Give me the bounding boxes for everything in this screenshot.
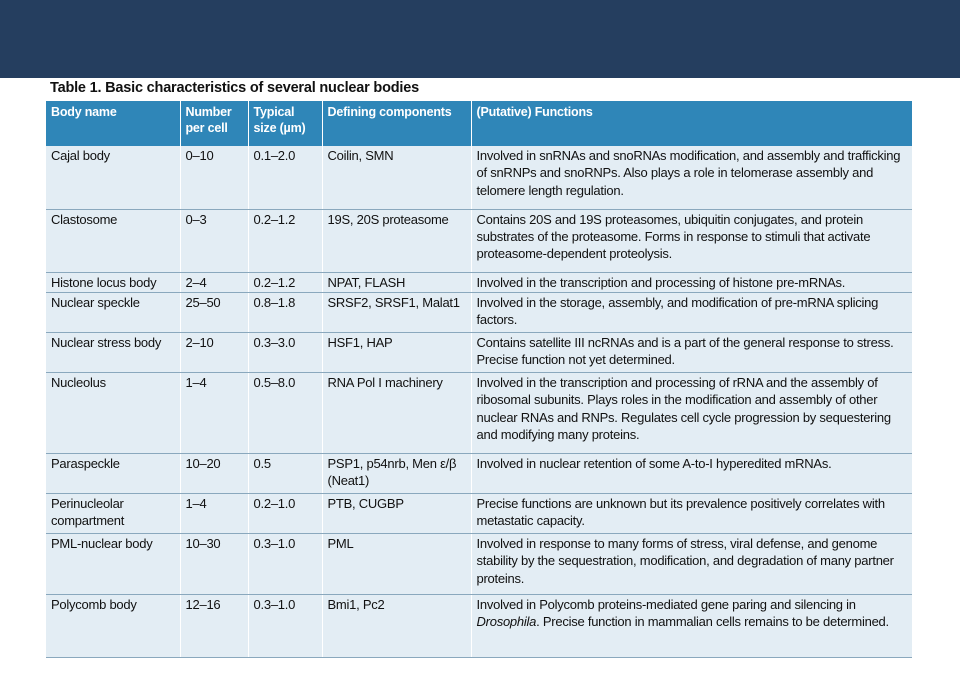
typical-size-cell: 0.2–1.2: [248, 272, 323, 293]
table-row: Polycomb body 12–16 0.3–1.0 Bmi1, Pc2 Involv…: [46, 594, 912, 658]
functions-cell: Involved in nuclear retention of some A-…: [471, 453, 912, 494]
typical-size-cell: 0.3–1.0: [248, 533, 323, 595]
table-row: Cajal body 0–10 0.1–2.0 Coilin, SMN Involved…: [46, 146, 912, 210]
table-row: Histone locus body 2–4 0.2–1.2 NPAT, FLASH I…: [46, 272, 912, 293]
typical-size-cell: 0.2–1.2: [248, 209, 323, 273]
defining-components-cell: PTB, CUGBP: [322, 493, 472, 534]
defining-components-cell: Coilin, SMN: [322, 146, 472, 210]
functions-cell: Contains satellite III ncRNAs and is a p…: [471, 332, 912, 373]
table-header-row: Body name Number per cell Typical size (…: [46, 101, 912, 146]
functions-cell: Contains 20S and 19S proteasomes, ubiqui…: [471, 209, 912, 273]
defining-components-cell: NPAT, FLASH: [322, 272, 472, 293]
table-body: Cajal body 0–10 0.1–2.0 Coilin, SMN Involved…: [46, 146, 912, 658]
header-number-per-cell: Number per cell: [180, 101, 249, 146]
functions-text: Contains satellite III ncRNAs and is a p…: [476, 334, 894, 368]
defining-components-cell: RNA Pol I machinery: [322, 372, 472, 454]
number-per-cell-cell: 1–4: [180, 372, 249, 454]
functions-cell: Involved in the transcription and proces…: [471, 372, 912, 454]
functions-text: Involved in nuclear retention of some A-…: [476, 455, 832, 471]
body-name-cell: Perinucleolar compartment: [46, 493, 181, 534]
defining-components-cell: Bmi1, Pc2: [322, 594, 472, 658]
defining-components-cell: SRSF2, SRSF1, Malat1: [322, 292, 472, 333]
typical-size-cell: 0.5–8.0: [248, 372, 323, 454]
defining-components-cell: HSF1, HAP: [322, 332, 472, 373]
defining-components-cell: PML: [322, 533, 472, 595]
table-row: Clastosome 0–3 0.2–1.2 19S, 20S proteasome C…: [46, 209, 912, 273]
functions-text: Involved in the storage, assembly, and m…: [476, 294, 879, 328]
number-per-cell-cell: 2–10: [180, 332, 249, 373]
functions-text: Involved in response to many forms of st…: [476, 535, 894, 586]
functions-tail-text: . Precise function in mammalian cells re…: [536, 614, 889, 630]
body-name-cell: Paraspeckle: [46, 453, 181, 494]
header-typical-size: Typical size (µm): [248, 101, 323, 146]
body-name-cell: Histone locus body: [46, 272, 181, 293]
body-name-cell: Cajal body: [46, 146, 181, 210]
table-row: Nuclear speckle 25–50 0.8–1.8 SRSF2, SRSF1,…: [46, 292, 912, 333]
typical-size-cell: 0.3–3.0: [248, 332, 323, 373]
typical-size-cell: 0.5: [248, 453, 323, 494]
body-name-cell: Clastosome: [46, 209, 181, 273]
functions-cell: Involved in the transcription and proces…: [471, 272, 912, 293]
defining-components-cell: 19S, 20S proteasome: [322, 209, 472, 273]
functions-text: Involved in the transcription and proces…: [476, 374, 892, 443]
functions-cell: Involved in snRNAs and snoRNAs modificat…: [471, 146, 912, 210]
body-name-cell: Polycomb body: [46, 594, 181, 658]
functions-italic-text: Drosophila: [476, 614, 537, 630]
number-per-cell-cell: 2–4: [180, 272, 249, 293]
number-per-cell-cell: 12–16: [180, 594, 249, 658]
number-per-cell-cell: 0–10: [180, 146, 249, 210]
functions-text: Involved in snRNAs and snoRNAs modificat…: [476, 148, 901, 198]
body-name-cell: Nucleolus: [46, 372, 181, 454]
typical-size-cell: 0.3–1.0: [248, 594, 323, 658]
functions-cell: Involved in the storage, assembly, and m…: [471, 292, 912, 333]
table-row: PML-nuclear body 10–30 0.3–1.0 PML Involved …: [46, 533, 912, 595]
functions-cell: Involved in response to many forms of st…: [471, 533, 912, 595]
table-row: Nuclear stress body 2–10 0.3–3.0 HSF1, HAP C…: [46, 332, 912, 373]
functions-cell: Involved in Polycomb proteins-mediated g…: [471, 594, 912, 658]
number-per-cell-cell: 10–20: [180, 453, 249, 494]
body-name-cell: PML-nuclear body: [46, 533, 181, 595]
table-title: Table 1. Basic characteristics of severa…: [50, 80, 419, 96]
number-per-cell-cell: 10–30: [180, 533, 249, 595]
number-per-cell-cell: 0–3: [180, 209, 249, 273]
typical-size-cell: 0.2–1.0: [248, 493, 323, 534]
body-name-cell: Nuclear stress body: [46, 332, 181, 373]
defining-components-cell: PSP1, p54nrb, Men ε/β (Neat1): [322, 453, 472, 494]
functions-text: Involved in Polycomb proteins-mediated g…: [476, 596, 857, 612]
table-row: Paraspeckle 10–20 0.5 PSP1, p54nrb, Men ε/β…: [46, 453, 912, 494]
typical-size-cell: 0.8–1.8: [248, 292, 323, 333]
number-per-cell-cell: 25–50: [180, 292, 249, 333]
body-name-cell: Nuclear speckle: [46, 292, 181, 333]
typical-size-cell: 0.1–2.0: [248, 146, 323, 210]
nuclear-bodies-table: Body name Number per cell Typical size (…: [46, 101, 912, 658]
title-banner: [0, 0, 960, 78]
number-per-cell-cell: 1–4: [180, 493, 249, 534]
functions-text: Precise functions are unknown but its pr…: [476, 495, 886, 529]
header-body-name: Body name: [46, 101, 181, 146]
header-defining-components: Defining components: [322, 101, 472, 146]
table-row: Nucleolus 1–4 0.5–8.0 RNA Pol I machinery In…: [46, 372, 912, 454]
functions-text: Involved in the transcription and proces…: [476, 274, 846, 290]
header-functions: (Putative) Functions: [471, 101, 912, 146]
functions-cell: Precise functions are unknown but its pr…: [471, 493, 912, 534]
table-row: Perinucleolar compartment 1–4 0.2–1.0 PTB, …: [46, 493, 912, 534]
functions-text: Contains 20S and 19S proteasomes, ubiqui…: [476, 211, 871, 262]
